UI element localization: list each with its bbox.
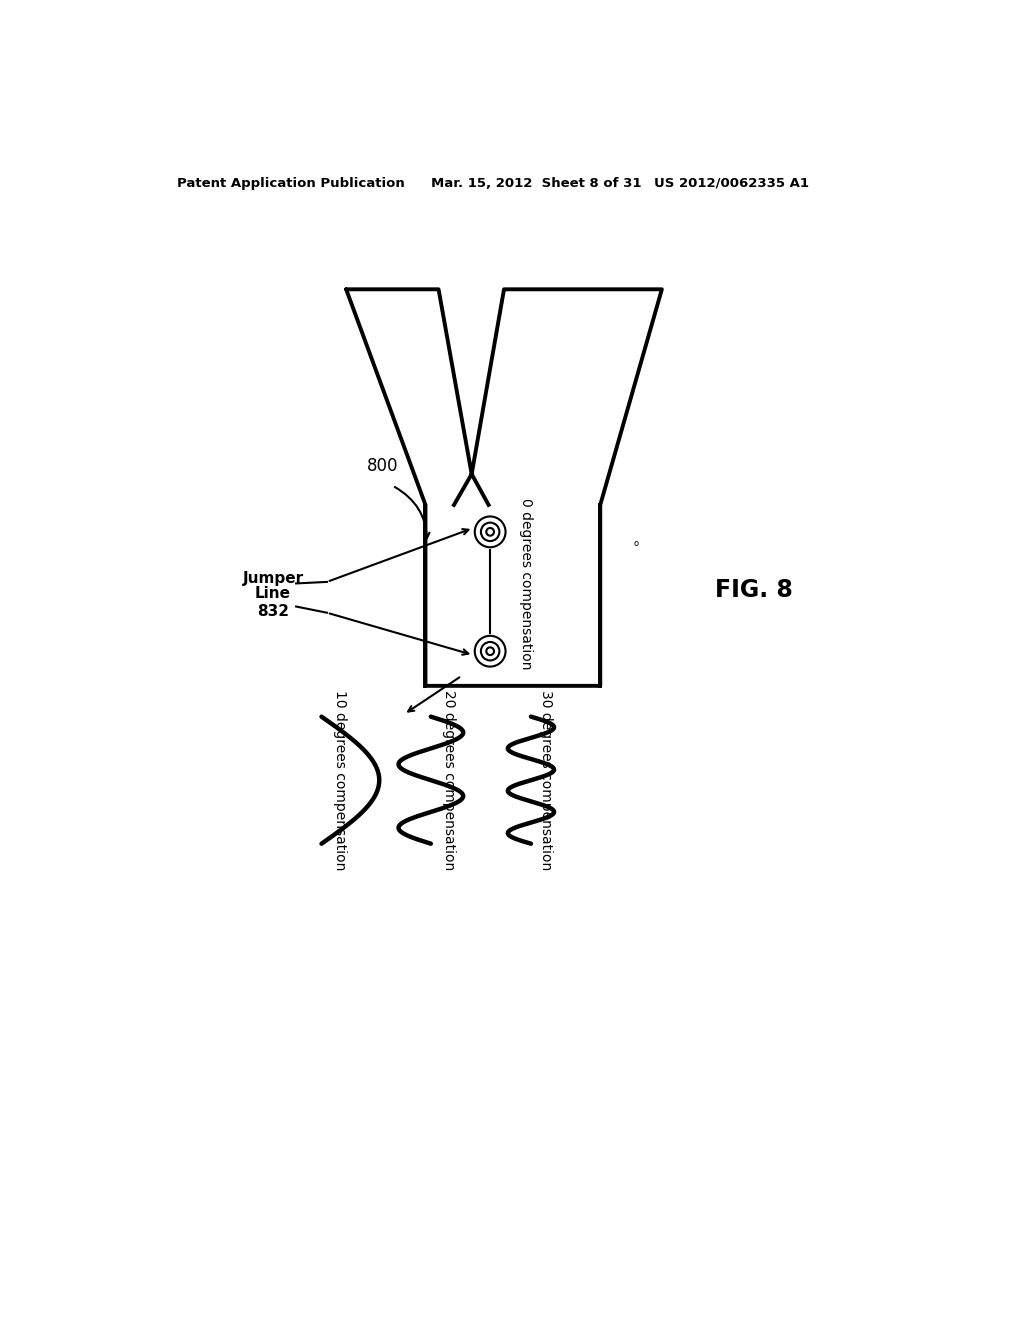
Text: 0 degrees compensation: 0 degrees compensation xyxy=(519,499,534,671)
Text: 20 degrees compensation: 20 degrees compensation xyxy=(442,690,457,870)
Text: Line: Line xyxy=(255,586,291,601)
Text: 800: 800 xyxy=(367,458,398,475)
Text: FIG. 8: FIG. 8 xyxy=(716,578,794,602)
Text: 832: 832 xyxy=(257,603,289,619)
Text: 10 degrees compensation: 10 degrees compensation xyxy=(333,690,347,870)
Text: o: o xyxy=(634,539,639,548)
Text: Patent Application Publication: Patent Application Publication xyxy=(177,177,404,190)
Text: Jumper: Jumper xyxy=(243,570,303,586)
Text: US 2012/0062335 A1: US 2012/0062335 A1 xyxy=(654,177,809,190)
Text: 30 degrees compensation: 30 degrees compensation xyxy=(539,690,553,870)
Text: Mar. 15, 2012  Sheet 8 of 31: Mar. 15, 2012 Sheet 8 of 31 xyxy=(431,177,641,190)
